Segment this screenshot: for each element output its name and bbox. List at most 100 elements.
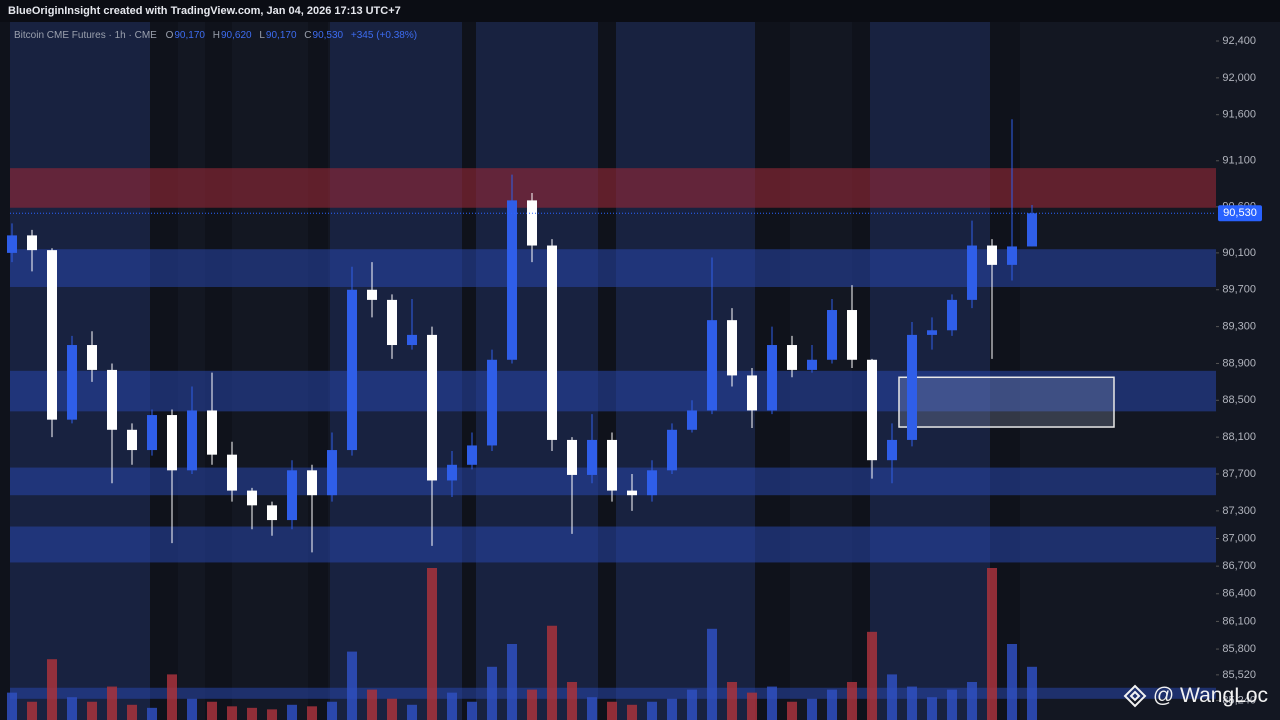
candle-body	[767, 345, 777, 411]
volume-bar	[427, 568, 437, 720]
candle-body	[727, 320, 737, 376]
y-tick-label: 86,400	[1222, 588, 1256, 600]
volume-bar	[407, 704, 417, 720]
candle-body	[287, 470, 297, 521]
volume-bar	[647, 701, 657, 720]
zone	[10, 526, 1216, 563]
volume-bar	[927, 697, 937, 720]
volume-bar	[267, 709, 277, 720]
legend-change: +345 (+0.38%)	[350, 30, 418, 41]
volume-bar	[87, 701, 97, 720]
volume-bar	[707, 628, 717, 720]
volume-bar	[607, 701, 617, 720]
candle-body	[707, 320, 717, 411]
y-tick-label: 88,500	[1222, 394, 1256, 406]
zone	[10, 249, 1216, 287]
volume-bar	[367, 689, 377, 720]
zone	[10, 687, 1216, 699]
candle-body	[107, 369, 117, 430]
volume-bar	[247, 707, 257, 720]
candle-body	[207, 410, 217, 455]
candle-body	[567, 439, 577, 475]
volume-bar	[1027, 666, 1037, 720]
candle-body	[667, 429, 677, 471]
candle-body	[647, 470, 657, 496]
volume-bar	[967, 682, 977, 720]
y-tick-label: 90,100	[1222, 247, 1256, 259]
candle-body	[27, 235, 37, 251]
candle-body	[587, 439, 597, 475]
symbol-legend: Bitcoin CME Futures · 1h · CME O90,170 H…	[14, 30, 422, 41]
candle-body	[887, 439, 897, 461]
volume-bar	[507, 644, 517, 720]
candle-body	[627, 490, 637, 496]
candle-body	[987, 245, 997, 265]
y-tick-label: 86,100	[1222, 615, 1256, 627]
candle-body	[467, 445, 477, 465]
volume-bar	[67, 697, 77, 720]
volume-bar	[47, 659, 57, 720]
candle-body	[307, 470, 317, 496]
y-tick-label: 88,900	[1222, 357, 1256, 369]
candle-body	[167, 415, 177, 471]
legend-low: 90,170	[265, 30, 297, 41]
candle-body	[907, 334, 917, 440]
candle-body	[67, 345, 77, 420]
volume-bar	[207, 701, 217, 720]
volume-bar	[807, 698, 817, 720]
price-axis	[1216, 22, 1280, 720]
y-tick-label: 85,520	[1222, 669, 1256, 681]
legend-high: 90,620	[220, 30, 252, 41]
candle-body	[247, 490, 257, 506]
candle-body	[127, 429, 137, 451]
y-tick-label: 87,300	[1222, 505, 1256, 517]
volume-bar	[27, 701, 37, 720]
range-box	[898, 376, 1115, 428]
volume-bar	[527, 689, 537, 720]
logo	[1123, 684, 1147, 708]
volume-bar	[127, 704, 137, 720]
candle-body	[407, 334, 417, 346]
y-tick-label: 87,000	[1222, 532, 1256, 544]
watermark-text: @ WangLoc	[1152, 684, 1268, 707]
candle-body	[547, 245, 557, 440]
volume-bar	[767, 686, 777, 720]
volume-bar	[467, 701, 477, 720]
volume-bar	[947, 689, 957, 720]
volume-bar	[7, 692, 17, 720]
legend-key: H	[212, 30, 220, 41]
candle-body	[867, 359, 877, 461]
volume-bar	[547, 625, 557, 720]
candle-body	[227, 454, 237, 491]
candle-body	[87, 345, 97, 370]
legend-close: 90,530	[312, 30, 344, 41]
last-price-label: 90,530	[1223, 207, 1257, 219]
candle-body	[787, 345, 797, 370]
y-tick-label: 86,700	[1222, 560, 1256, 572]
zone	[10, 168, 1216, 208]
y-tick-label: 87,700	[1222, 468, 1256, 480]
candle-body	[187, 410, 197, 471]
volume-bar	[1007, 644, 1017, 720]
candle-body	[447, 464, 457, 481]
candle-body	[267, 505, 277, 521]
symbol: Bitcoin CME Futures · 1h · CME	[14, 30, 157, 41]
volume-bar	[727, 682, 737, 720]
volume-bar	[587, 697, 597, 720]
candle-body	[607, 439, 617, 491]
volume-bar	[487, 666, 497, 720]
volume-bar	[747, 692, 757, 720]
volume-bar	[107, 686, 117, 720]
volume-bar	[687, 689, 697, 720]
volume-bar	[147, 707, 157, 720]
watermark: @ WangLoc	[1123, 684, 1268, 708]
candle-body	[947, 299, 957, 331]
candle-body	[1027, 213, 1037, 247]
volume-bar	[347, 651, 357, 720]
candle-body	[367, 289, 377, 300]
attribution-bar: BlueOriginInsight created with TradingVi…	[0, 0, 1280, 22]
y-tick-label: 88,100	[1222, 431, 1256, 443]
y-tick-label: 85,240	[1222, 695, 1256, 707]
volume-bar	[567, 682, 577, 720]
